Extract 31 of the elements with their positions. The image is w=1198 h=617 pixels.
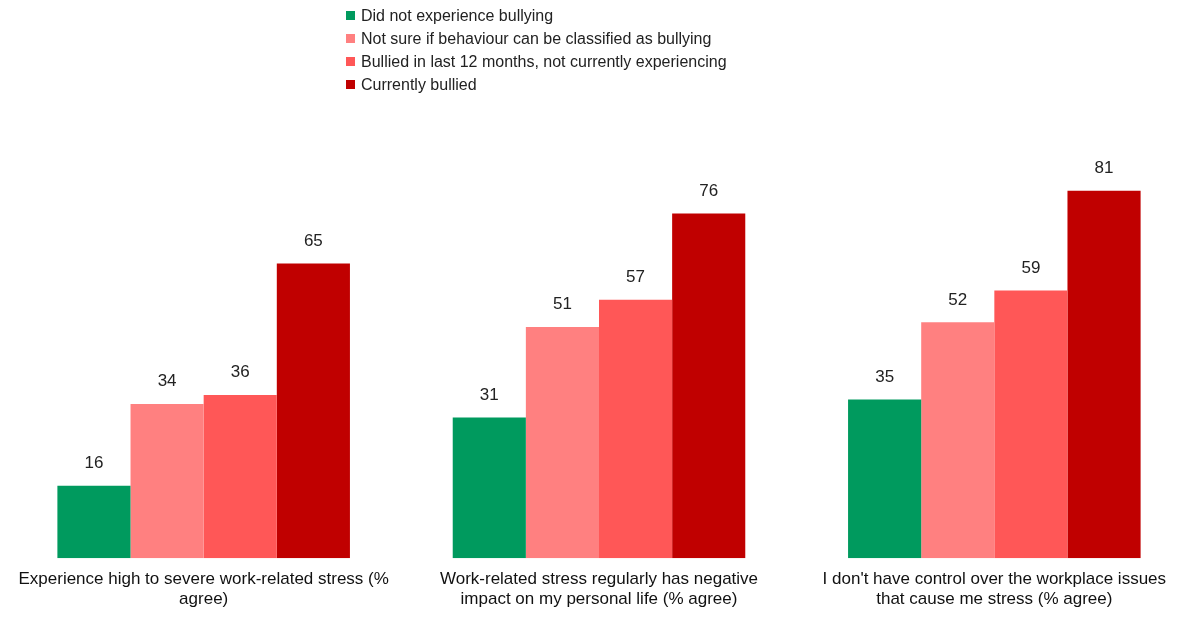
data-label: 31 xyxy=(479,384,499,404)
data-label: 34 xyxy=(157,371,177,391)
bar xyxy=(672,213,746,559)
data-label: 51 xyxy=(552,294,572,314)
data-label: 36 xyxy=(230,362,250,382)
data-label: 16 xyxy=(84,452,104,472)
x-tick-label: Experience high to severe work-related stress (% agree) xyxy=(18,569,389,609)
data-label: 52 xyxy=(948,289,968,309)
bar xyxy=(848,399,922,559)
bar xyxy=(203,394,277,559)
data-label: 76 xyxy=(699,180,719,200)
legend-label: Currently bullied xyxy=(361,75,477,94)
x-tick-label: Work-related stress regularly has negative impact on my personal life (% agree) xyxy=(439,569,759,609)
data-label: 57 xyxy=(626,266,646,286)
data-label: 65 xyxy=(303,230,323,250)
bar xyxy=(1067,190,1141,559)
bar xyxy=(452,417,526,559)
data-label: 81 xyxy=(1094,158,1114,178)
bar xyxy=(525,326,599,559)
data-label: 35 xyxy=(875,366,895,386)
bar xyxy=(276,263,350,559)
legend-label: Bullied in last 12 months, not currently experiencing xyxy=(361,52,727,71)
data-label: 59 xyxy=(1021,257,1041,277)
legend-label: Did not experience bullying xyxy=(361,6,554,25)
bar xyxy=(130,403,204,559)
bar xyxy=(599,299,673,559)
x-tick-label: I don't have control over the workplace issues that cause me stress (% agree) xyxy=(822,569,1167,609)
bar xyxy=(994,290,1068,559)
bar xyxy=(921,322,995,559)
legend-label: Not sure if behaviour can be classified as bullying xyxy=(361,29,712,48)
bar xyxy=(57,485,131,559)
